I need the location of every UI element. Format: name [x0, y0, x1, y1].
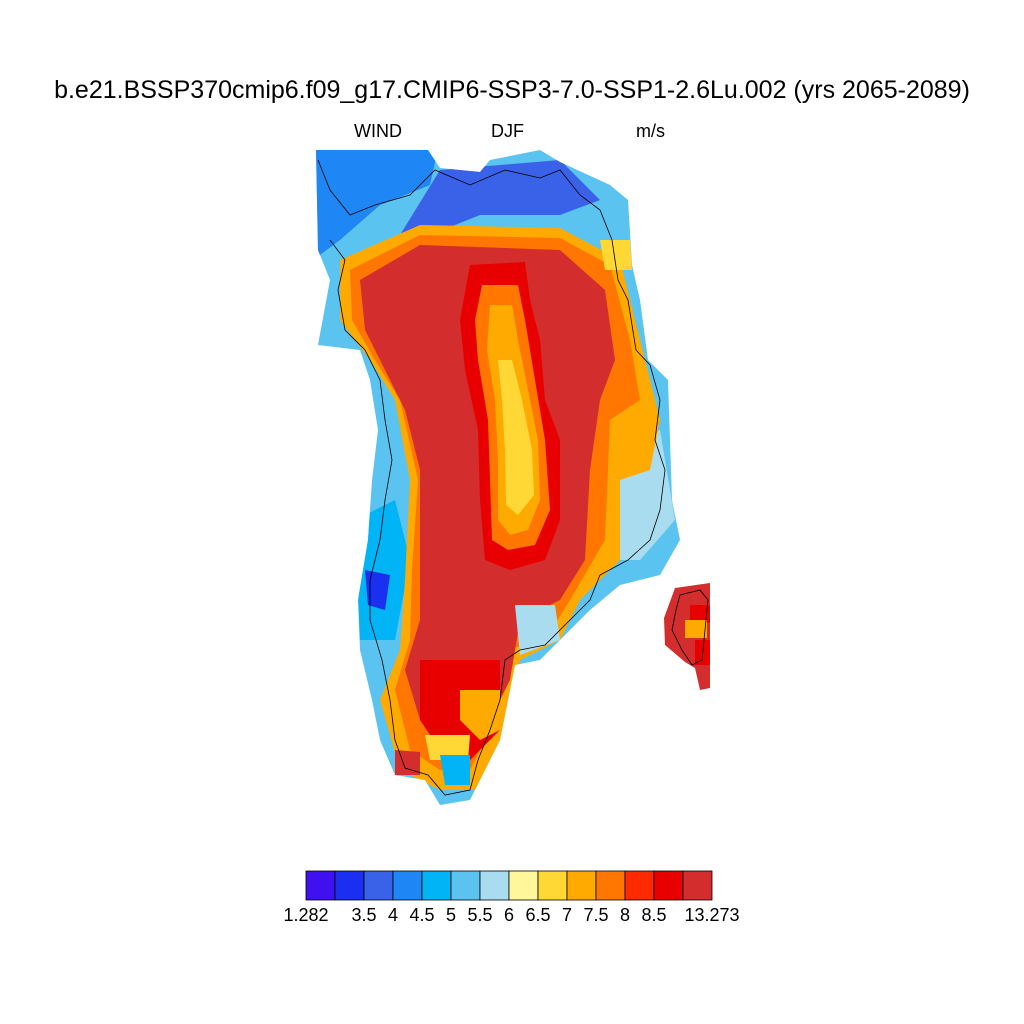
- colorbar-swatch: [479, 870, 510, 901]
- colorbar-swatch: [508, 870, 539, 901]
- colorbar-swatch: [334, 870, 365, 901]
- colorbar-swatch: [682, 870, 713, 901]
- colorbar-swatch: [566, 870, 597, 901]
- units-label: m/s: [636, 121, 665, 141]
- colorbar-tick-label: 7: [561, 905, 573, 925]
- colorbar-swatch: [305, 870, 336, 901]
- colorbar-tick-label: 7.5: [583, 905, 609, 925]
- colorbar-swatch: [450, 870, 481, 901]
- colorbar-swatch: [392, 870, 423, 901]
- colorbar-swatch: [421, 870, 452, 901]
- colorbar-swatch: [653, 870, 684, 901]
- colorbar-tick-label: 6.5: [525, 905, 551, 925]
- colorbar-tick-label: 6: [503, 905, 515, 925]
- colorbar-tick-label: 4.5: [409, 905, 435, 925]
- colorbar-swatch: [595, 870, 626, 901]
- colorbar-tick-label: 1.282: [283, 905, 329, 925]
- iceland-coastline: [671, 589, 709, 666]
- colorbar-tick-label: 8: [619, 905, 631, 925]
- colorbar-tick-label: 5: [445, 905, 457, 925]
- colorbar-swatch: [624, 870, 655, 901]
- colorbar-tick-label: 5.5: [467, 905, 493, 925]
- colorbar-tick-label: 4: [387, 905, 399, 925]
- greenland-coastline: [317, 159, 666, 796]
- colorbar-tick-label: 3.5: [351, 905, 377, 925]
- greenland-field: [316, 150, 680, 805]
- colorbar-tick-label: 13.273: [684, 905, 740, 925]
- colorbar-tick-label: 8.5: [641, 905, 667, 925]
- colorbar-swatch: [537, 870, 568, 901]
- variable-label: WIND: [354, 121, 402, 141]
- colorbar-swatch: [363, 870, 394, 901]
- plot-title: b.e21.BSSP370cmip6.f09_g17.CMIP6-SSP3-7.…: [54, 76, 970, 104]
- season-label: DJF: [491, 121, 524, 141]
